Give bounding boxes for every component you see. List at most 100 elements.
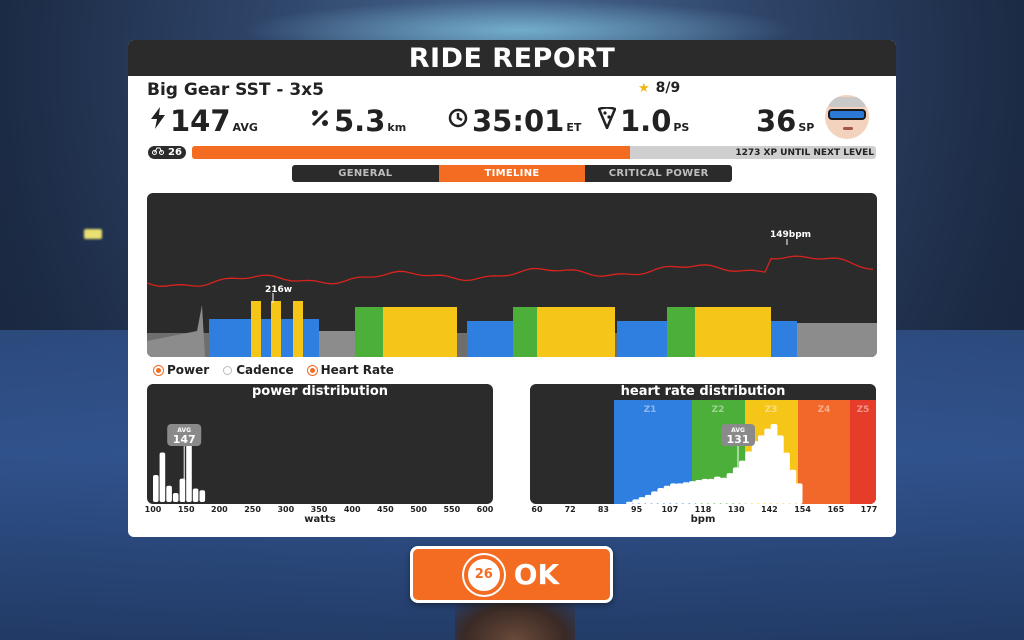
hr-bin <box>720 477 728 504</box>
ok-button[interactable]: 26 OK <box>410 546 613 603</box>
axis-tick-label: 83 <box>597 505 609 514</box>
axis-tick-label: 177 <box>860 505 878 514</box>
hr-bin <box>739 460 746 504</box>
star-icon: ★ <box>638 80 650 96</box>
hr-bin <box>657 488 665 504</box>
axis-tick-label: 118 <box>694 505 712 514</box>
hr-bin <box>663 485 671 504</box>
peak-hr-label: 149bpm <box>770 230 811 240</box>
power-bin <box>192 488 199 502</box>
hr-bin <box>776 435 784 504</box>
power-block-recovery <box>617 321 667 357</box>
cadence-toggle-icon <box>223 365 233 375</box>
power-warmup <box>147 305 205 357</box>
tab-general[interactable]: GENERAL <box>292 165 439 182</box>
tab-critical-power[interactable]: CRITICAL POWER <box>585 165 733 182</box>
hr-bin <box>632 499 640 504</box>
hr-bin <box>795 483 803 504</box>
stat-power: 147 AVG <box>150 104 258 138</box>
hr-bin <box>758 435 765 504</box>
hr-bin <box>670 483 677 504</box>
xp-progress-fill <box>192 146 630 159</box>
hr-zone-label: Z1 <box>644 405 657 415</box>
report-tabs: GENERAL TIMELINE CRITICAL POWER <box>292 165 733 182</box>
power-block-spike <box>271 301 281 357</box>
axis-tick-label: 500 <box>410 505 427 514</box>
legend-cadence[interactable]: Cadence <box>223 363 294 377</box>
hr-bin <box>789 469 797 504</box>
axis-tick-label: 100 <box>144 505 162 514</box>
drops-unit: SP <box>798 121 815 134</box>
heart-rate-axis-ticks: 60 72 83 95 107 118 130 142 154 165 177 <box>530 505 878 517</box>
power-distribution-title: power distribution <box>252 384 388 399</box>
hr-bin <box>714 476 721 504</box>
power-axis-ticks: 100 150 200 250 300 350 400 450 500 550 600 <box>144 505 494 517</box>
xp-text: 1273 XP UNTIL NEXT LEVEL <box>735 147 874 158</box>
stat-time: 35:01 ET <box>448 104 581 138</box>
xp-progress-bar <box>192 146 876 159</box>
power-block-recovery <box>319 331 355 357</box>
power-avg-label: AVG <box>177 427 191 434</box>
panel-title: RIDE REPORT <box>128 40 896 76</box>
axis-tick-label: 450 <box>377 505 394 514</box>
stars-count: ★ 8/9 <box>638 80 680 96</box>
hr-bin <box>688 481 696 504</box>
axis-tick-label: 72 <box>564 505 576 514</box>
chart-legend: Power Cadence Heart Rate <box>154 363 394 377</box>
heart-rate-line <box>147 255 874 287</box>
stats-row: 147 AVG 5.3 km 35:01 ET 1.0 PS 36 SP <box>150 104 880 140</box>
level-number: 26 <box>168 147 182 158</box>
pizza-icon <box>597 106 617 135</box>
tab-timeline[interactable]: TIMELINE <box>438 165 586 182</box>
legend-heart-rate-label: Heart Rate <box>320 363 394 377</box>
axis-tick-label: 142 <box>761 505 778 514</box>
distance-value: 5.3 <box>334 104 386 138</box>
legend-heart-rate[interactable]: Heart Rate <box>307 363 394 377</box>
power-avg-value: 147 <box>173 433 196 446</box>
axis-tick-label: 107 <box>661 505 679 514</box>
time-value: 35:01 <box>472 104 565 138</box>
axis-tick-label: 60 <box>531 505 543 514</box>
time-unit: ET <box>566 121 582 134</box>
axis-tick-label: 400 <box>343 505 361 514</box>
power-distribution-chart: power distribution AVG 147 <box>147 384 493 504</box>
axis-tick-label: 600 <box>476 505 494 514</box>
hr-bin <box>695 480 702 504</box>
hr-zone-band <box>798 400 850 504</box>
power-unit: AVG <box>232 121 258 134</box>
hr-zone-label: Z3 <box>765 405 778 415</box>
hr-bin <box>783 452 790 504</box>
power-avg-badge <box>167 424 202 446</box>
hr-zone-band <box>850 400 876 504</box>
power-bin <box>153 475 159 502</box>
distance-unit: km <box>387 121 407 134</box>
hr-bin <box>770 424 778 504</box>
peak-power-label: 216w <box>265 285 292 295</box>
avatar <box>825 95 869 139</box>
axis-tick-label: 350 <box>310 505 328 514</box>
hr-bin <box>707 478 715 504</box>
avatar-hair <box>829 97 865 107</box>
power-bin <box>166 485 172 502</box>
axis-tick-label: 165 <box>827 505 845 514</box>
level-badge: 26 <box>148 146 186 159</box>
hr-bin <box>638 497 646 504</box>
power-block-interval-tempo <box>355 307 383 357</box>
power-block-cooldown <box>771 321 797 357</box>
stat-pizza: 1.0 PS <box>597 104 689 138</box>
hr-zone-label: Z2 <box>712 405 725 415</box>
clock-icon <box>448 108 468 134</box>
hr-bin <box>732 467 740 504</box>
hr-bin <box>701 478 709 504</box>
hr-bin <box>751 441 759 504</box>
stat-drops: 36 SP <box>756 104 814 138</box>
hr-avg-badge <box>721 424 755 446</box>
axis-tick-label: 95 <box>631 505 643 514</box>
drops-value: 36 <box>756 104 797 138</box>
ride-report-panel: RIDE REPORT Big Gear SST - 3x5 ★ 8/9 147… <box>128 40 896 537</box>
hr-bin <box>626 501 633 504</box>
axis-tick-label: 130 <box>727 505 745 514</box>
legend-power[interactable]: Power <box>154 363 209 377</box>
power-block-cooldown <box>797 323 877 357</box>
